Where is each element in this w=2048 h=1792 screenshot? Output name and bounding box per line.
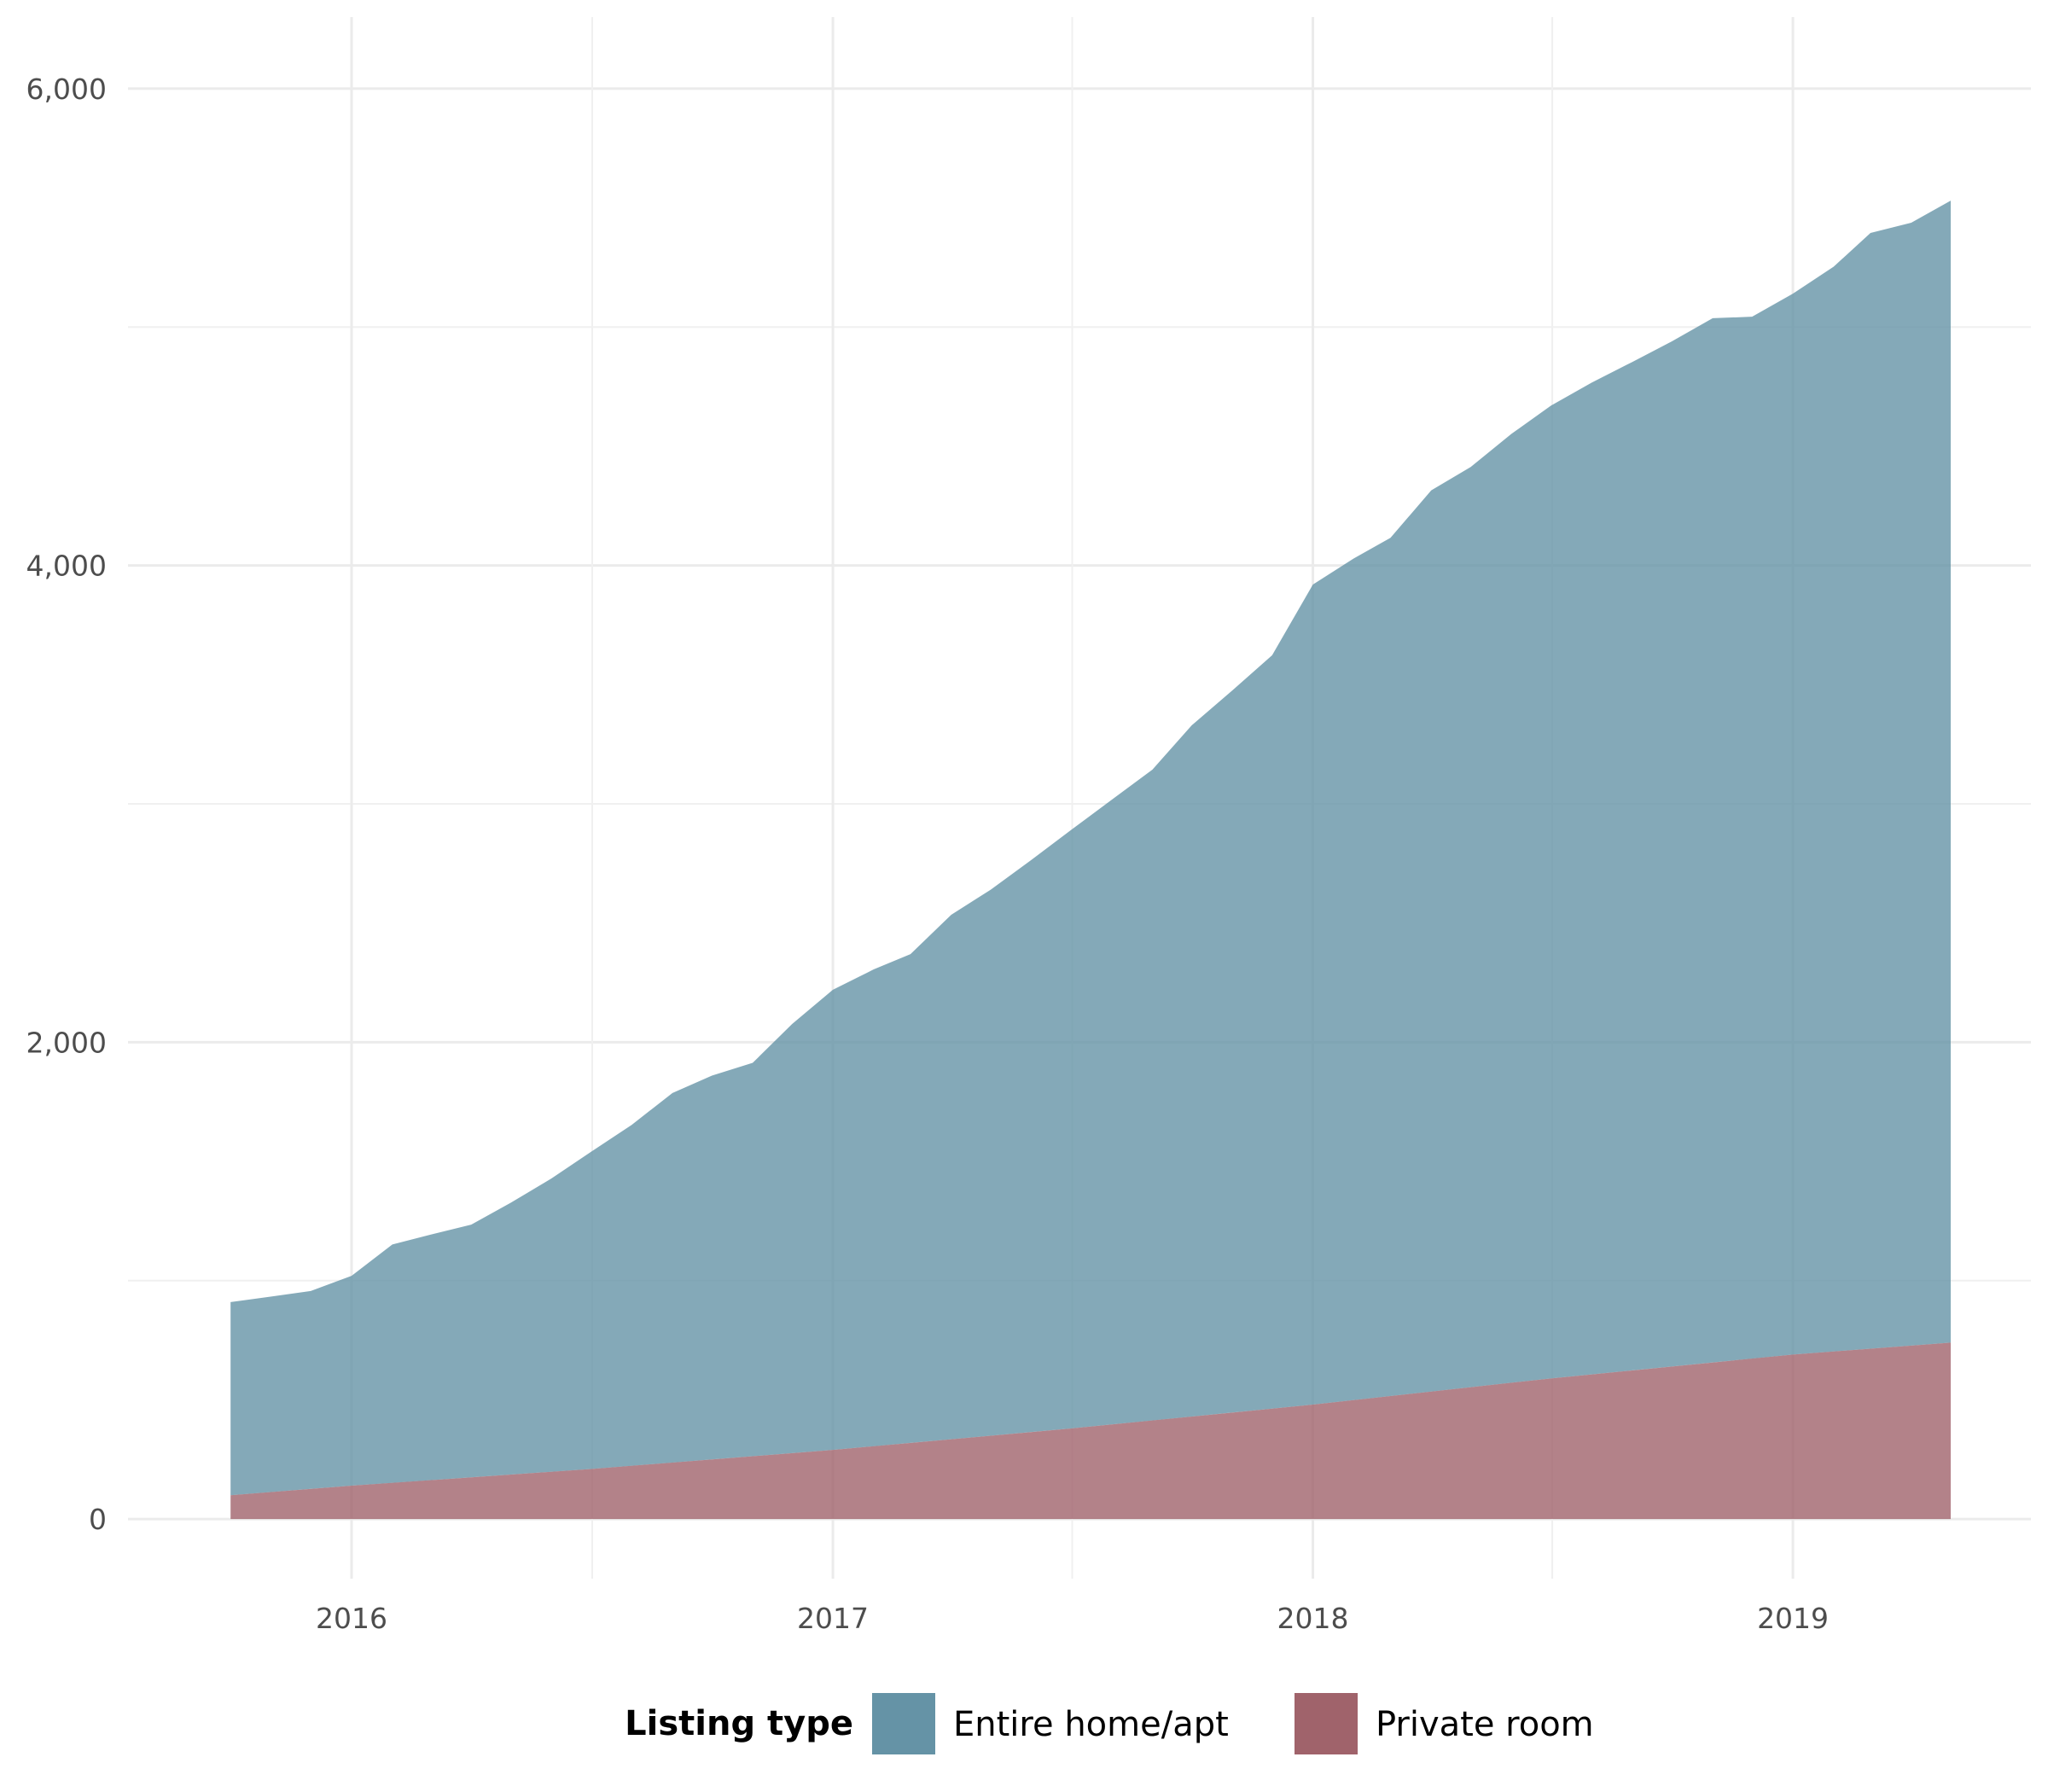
y-tick-label: 6,000: [26, 73, 107, 106]
legend-swatch: [1295, 1693, 1358, 1754]
y-tick-label: 0: [89, 1503, 107, 1536]
legend-title: Listing type: [625, 1704, 853, 1743]
legend-label: Private room: [1376, 1705, 1594, 1744]
x-tick-label: 2019: [1757, 1602, 1829, 1635]
legend-swatch: [872, 1693, 935, 1754]
legend: Listing type Entire home/apt Private room: [625, 1693, 1594, 1754]
area-entire-home-apt: [230, 201, 1951, 1496]
y-tick-label: 2,000: [26, 1026, 107, 1059]
x-tick-label: 2017: [797, 1602, 869, 1635]
x-tick-label: 2016: [316, 1602, 387, 1635]
area-layer: [230, 201, 1951, 1520]
legend-label: Entire home/apt: [953, 1705, 1229, 1744]
y-tick-label: 4,000: [26, 550, 107, 583]
area-private-room: [230, 1342, 1951, 1520]
x-tick-label: 2018: [1277, 1602, 1349, 1635]
tick-labels: 0 2,000 4,000 6,000 2016 2017 2018 2019: [26, 73, 1830, 1635]
